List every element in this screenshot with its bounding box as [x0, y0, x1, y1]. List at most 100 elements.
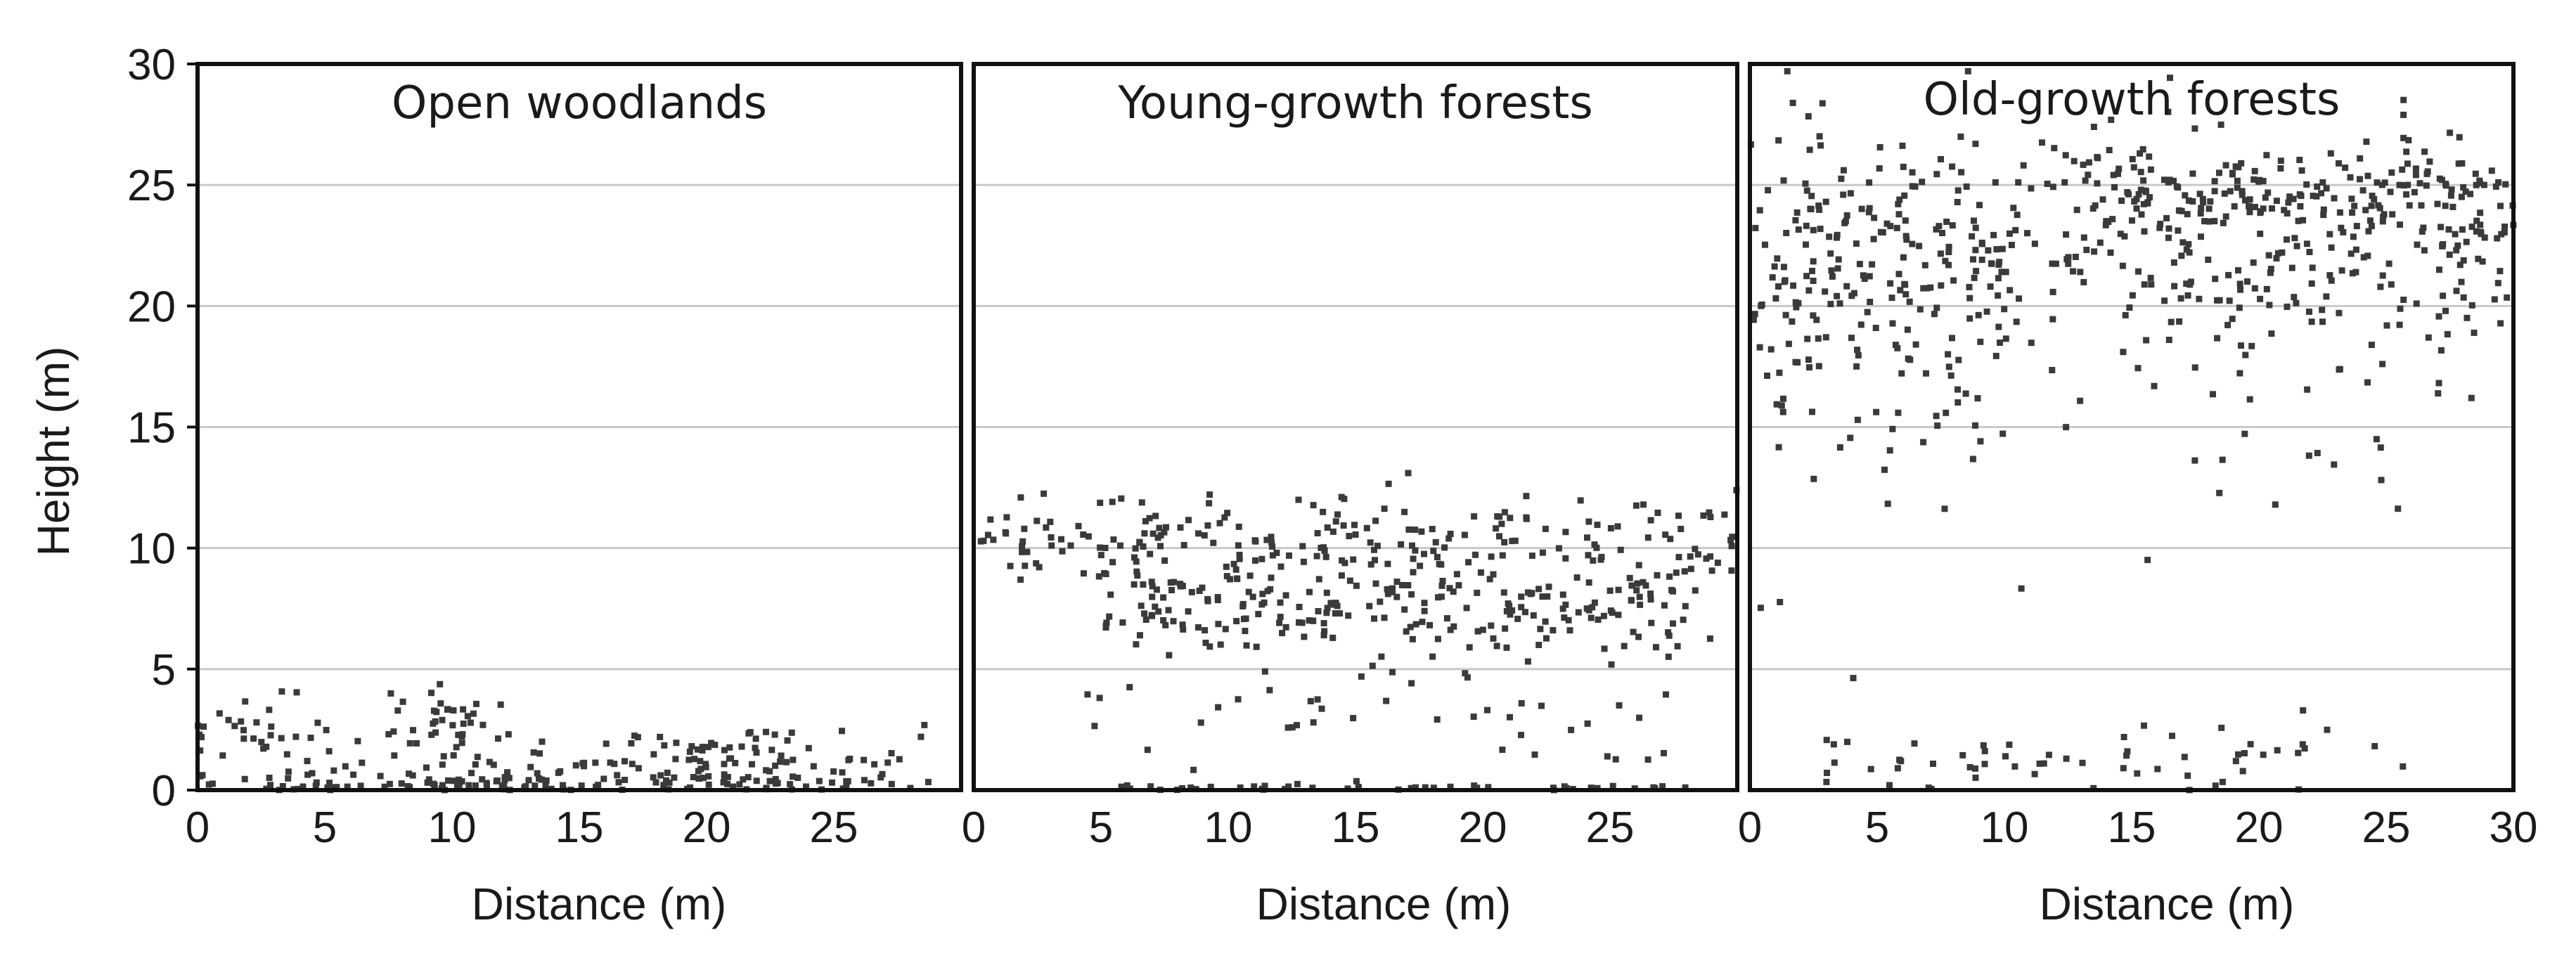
- data-point: [1350, 556, 1357, 563]
- data-point: [1320, 632, 1327, 639]
- data-point: [2252, 204, 2258, 210]
- data-point: [1608, 661, 1615, 668]
- data-point: [2412, 165, 2419, 172]
- data-point: [2397, 305, 2404, 312]
- data-point: [453, 744, 460, 751]
- data-point: [2165, 234, 2172, 241]
- data-point: [527, 763, 534, 770]
- data-point: [1306, 617, 1313, 624]
- data-point: [705, 773, 712, 780]
- data-point: [1995, 261, 2002, 268]
- data-point: [1346, 577, 1353, 584]
- data-point: [611, 761, 618, 768]
- data-point: [1974, 395, 1981, 402]
- data-point: [1412, 621, 1419, 628]
- data-point: [472, 782, 479, 789]
- data-point: [1253, 643, 1260, 650]
- data-point: [1160, 617, 1167, 624]
- data-point: [199, 772, 206, 779]
- data-point: [1637, 601, 1644, 608]
- data-point: [664, 769, 671, 776]
- data-point: [2359, 187, 2366, 194]
- data-point: [990, 536, 997, 543]
- data-point: [1446, 585, 1453, 592]
- data-point: [2501, 229, 2508, 235]
- data-point: [2183, 280, 2190, 288]
- data-point: [2318, 190, 2324, 197]
- data-point: [2191, 364, 2198, 371]
- data-point: [1136, 632, 1143, 639]
- data-point: [1963, 183, 1970, 190]
- data-point: [699, 747, 706, 754]
- data-point: [1775, 137, 1782, 144]
- data-point: [268, 723, 275, 730]
- data-point: [1131, 581, 1138, 588]
- data-point: [1923, 370, 1929, 377]
- data-point: [1823, 778, 1830, 785]
- data-point: [1507, 515, 1514, 522]
- data-point: [1853, 363, 1860, 370]
- data-point: [2142, 187, 2149, 194]
- data-point: [278, 735, 285, 742]
- data-point: [1067, 542, 1074, 549]
- panel-2-x-tick-labels: 0 5 10 15 20 25: [962, 803, 1635, 852]
- data-point: [2336, 160, 2342, 167]
- data-point: [2239, 188, 2246, 195]
- data-point: [1405, 470, 1412, 477]
- data-point: [1472, 551, 1479, 558]
- data-point: [2389, 211, 2396, 218]
- data-point: [628, 739, 635, 747]
- data-point: [843, 778, 850, 784]
- data-point: [622, 777, 629, 783]
- data-point: [1436, 560, 1443, 567]
- data-point: [1493, 642, 1500, 650]
- data-point: [2368, 202, 2375, 209]
- data-point: [1374, 543, 1381, 550]
- data-point: [2218, 724, 2225, 731]
- y-tick-label: 20: [127, 283, 176, 331]
- data-point: [1588, 784, 1595, 792]
- data-point: [1306, 588, 1313, 595]
- data-point: [1371, 546, 1377, 553]
- data-point: [2274, 747, 2281, 754]
- data-point: [1654, 571, 1661, 579]
- data-point: [1881, 466, 1888, 473]
- data-point: [1345, 612, 1352, 619]
- data-point: [2251, 285, 2258, 292]
- data-point: [2176, 318, 2183, 325]
- data-point: [1827, 250, 1834, 257]
- data-point: [387, 690, 394, 697]
- data-point: [1640, 501, 1647, 508]
- data-point: [1577, 497, 1584, 504]
- data-point: [479, 776, 486, 783]
- data-point: [258, 739, 265, 746]
- data-point: [1048, 542, 1055, 549]
- data-point: [2045, 751, 2052, 758]
- data-point: [2347, 174, 2354, 181]
- data-point: [1310, 502, 1317, 509]
- data-point: [1309, 617, 1316, 624]
- data-point: [2267, 269, 2274, 276]
- data-point: [2319, 179, 2326, 186]
- data-point: [1329, 528, 1337, 535]
- data-point: [1776, 369, 1783, 376]
- data-point: [2502, 181, 2509, 188]
- data-point: [1329, 634, 1337, 641]
- data-point: [1778, 402, 1785, 409]
- data-point: [240, 735, 247, 742]
- data-point: [1384, 590, 1391, 598]
- data-point: [2094, 155, 2101, 162]
- data-point: [1857, 321, 1865, 328]
- data-point: [721, 771, 728, 778]
- data-point: [1810, 226, 1817, 233]
- data-point: [2090, 124, 2097, 130]
- data-point: [1429, 653, 1436, 660]
- data-point: [2134, 365, 2142, 372]
- data-point: [2349, 209, 2356, 216]
- data-point: [816, 777, 823, 784]
- data-point: [1490, 571, 1497, 578]
- data-point: [2063, 424, 2070, 431]
- data-point: [1346, 533, 1353, 540]
- data-point: [1267, 586, 1274, 593]
- data-point: [2442, 181, 2449, 188]
